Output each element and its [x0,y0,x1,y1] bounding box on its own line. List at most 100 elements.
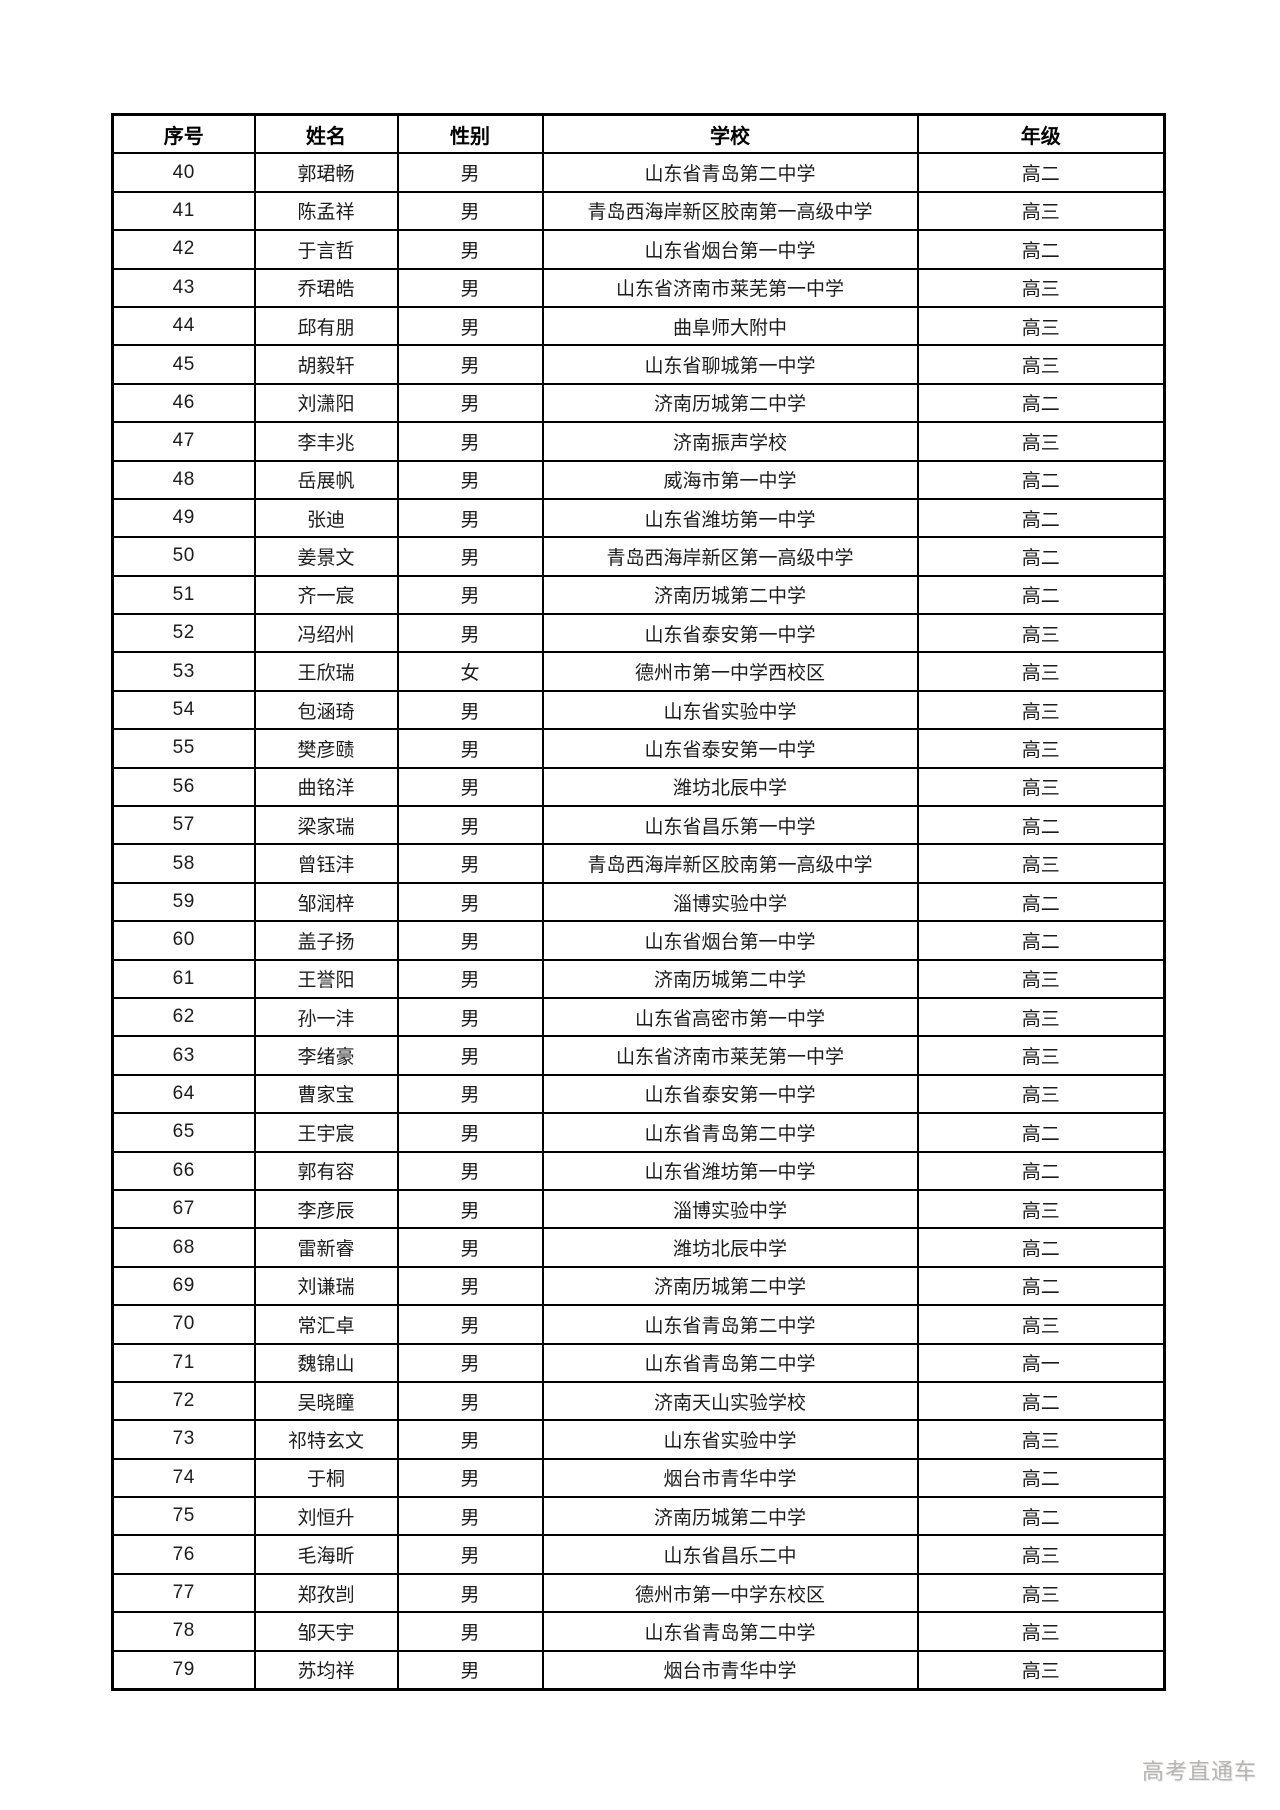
table-row: 74 于桐男烟台市青华中学 高二 [111,1457,1166,1499]
cell-grade: 高二 [916,1496,1166,1537]
cell-gender: 男 [396,1572,544,1614]
cell-school: 曲阜师大附中 [541,305,919,347]
cell-no: 63 [111,1035,256,1076]
cell-name: 陈孟祥 [253,190,399,232]
cell-no: 56 [111,766,256,808]
cell-grade: 高二 [916,229,1166,270]
cell-gender: 男 [396,267,544,308]
cell-gender: 男 [396,613,544,654]
table-row: 66 郭有容男山东省潍坊第一中学 高二 [111,1150,1166,1191]
cell-name: 毛海昕 [253,1534,399,1575]
cell-school: 青岛西海岸新区第一高级中学 [541,536,919,577]
cell-name: 张迪 [253,497,399,539]
cell-no: 51 [111,574,256,616]
cell-no: 42 [111,229,256,270]
cell-grade: 高二 [916,382,1166,424]
table-row: 76 毛海昕男山东省昌乐二中 高三 [111,1534,1166,1575]
cell-school: 烟台市青华中学 [541,1457,919,1499]
cell-grade: 高二 [916,497,1166,539]
cell-grade: 高三 [916,305,1166,347]
cell-school: 山东省青岛第二中学 [541,1112,919,1153]
cell-gender: 男 [396,1035,544,1076]
cell-name: 雷新睿 [253,1227,399,1268]
cell-name: 苏均祥 [253,1649,399,1691]
table-row: 68 雷新睿男潍坊北辰中学 高二 [111,1227,1166,1268]
table-row: 75 刘恒升男济南历城第二中学 高二 [111,1496,1166,1537]
cell-school: 青岛西海岸新区胶南第一高级中学 [541,190,919,232]
table-row: 48 岳展帆男威海市第一中学 高二 [111,459,1166,500]
cell-no: 47 [111,421,256,462]
cell-school: 山东省昌乐第一中学 [541,805,919,846]
table-row: 73 祁特玄文男山东省实验中学 高三 [111,1419,1166,1460]
table-row: 49 张迪男山东省潍坊第一中学 高二 [111,497,1166,539]
student-roster-table: 序号 姓名 性别 学校 年级 40 郭珺畅男山东省青岛第二中学 高二 41 陈孟祥男青岛… [111,113,1166,1692]
cell-no: 64 [111,1073,256,1115]
cell-no: 41 [111,190,256,232]
table-row: 67 李彦辰男淄博实验中学 高三 [111,1188,1166,1230]
cell-school: 淄博实验中学 [541,1188,919,1230]
cell-no: 50 [111,536,256,577]
cell-no: 61 [111,958,256,999]
cell-grade: 高三 [916,958,1166,999]
cell-grade: 高二 [916,1150,1166,1191]
cell-school: 淄博实验中学 [541,881,919,923]
cell-grade: 高二 [916,1112,1166,1153]
cell-school: 威海市第一中学 [541,459,919,500]
cell-grade: 高三 [916,1419,1166,1460]
cell-school: 济南历城第二中学 [541,1496,919,1537]
cell-school: 德州市第一中学西校区 [541,651,919,692]
table-row: 71 魏锦山男山东省青岛第二中学 高一 [111,1342,1166,1383]
cell-grade: 高三 [916,421,1166,462]
cell-school: 青岛西海岸新区胶南第一高级中学 [541,843,919,884]
column-header-school: 学校 [541,113,919,155]
table-row: 63 李绪豪男山东省济南市莱芜第一中学 高三 [111,1035,1166,1076]
cell-no: 72 [111,1380,256,1422]
cell-school: 山东省昌乐二中 [541,1534,919,1575]
cell-no: 78 [111,1611,256,1652]
cell-no: 68 [111,1227,256,1268]
cell-grade: 高三 [916,728,1166,769]
cell-name: 王誉阳 [253,958,399,999]
table-row: 54 包涵琦男山东省实验中学 高三 [111,689,1166,731]
cell-gender: 男 [396,344,544,385]
cell-grade: 高二 [916,1380,1166,1422]
cell-gender: 男 [396,1112,544,1153]
cell-grade: 高三 [916,1073,1166,1115]
cell-grade: 高二 [916,459,1166,500]
cell-no: 55 [111,728,256,769]
table-row: 44 邱有朋男曲阜师大附中 高三 [111,305,1166,347]
cell-name: 冯绍州 [253,613,399,654]
table-row: 55 樊彦赜男山东省泰安第一中学 高三 [111,728,1166,769]
cell-name: 刘恒升 [253,1496,399,1537]
cell-name: 邹天宇 [253,1611,399,1652]
cell-gender: 男 [396,1150,544,1191]
cell-school: 潍坊北辰中学 [541,1227,919,1268]
cell-no: 60 [111,920,256,961]
table-row: 50 姜景文男青岛西海岸新区第一高级中学 高二 [111,536,1166,577]
cell-school: 济南历城第二中学 [541,958,919,999]
cell-name: 于桐 [253,1457,399,1499]
cell-grade: 高三 [916,996,1166,1038]
cell-no: 49 [111,497,256,539]
table-row: 72 吴晓瞳男济南天山实验学校 高二 [111,1380,1166,1422]
cell-gender: 男 [396,843,544,884]
cell-gender: 男 [396,1611,544,1652]
cell-no: 66 [111,1150,256,1191]
cell-no: 76 [111,1534,256,1575]
cell-gender: 男 [396,1534,544,1575]
cell-school: 山东省烟台第一中学 [541,920,919,961]
cell-gender: 男 [396,382,544,424]
cell-name: 姜景文 [253,536,399,577]
cell-no: 59 [111,881,256,923]
cell-name: 郭有容 [253,1150,399,1191]
cell-name: 郑孜剀 [253,1572,399,1614]
cell-no: 70 [111,1304,256,1345]
cell-name: 李丰兆 [253,421,399,462]
table-row: 45 胡毅轩男山东省聊城第一中学 高三 [111,344,1166,385]
table-row: 51 齐一宸男济南历城第二中学 高二 [111,574,1166,616]
column-header-grade: 年级 [916,113,1166,155]
table-row: 42 于言哲男山东省烟台第一中学 高二 [111,229,1166,270]
table-row: 57 梁家瑞男山东省昌乐第一中学 高二 [111,805,1166,846]
cell-name: 齐一宸 [253,574,399,616]
cell-no: 54 [111,689,256,731]
